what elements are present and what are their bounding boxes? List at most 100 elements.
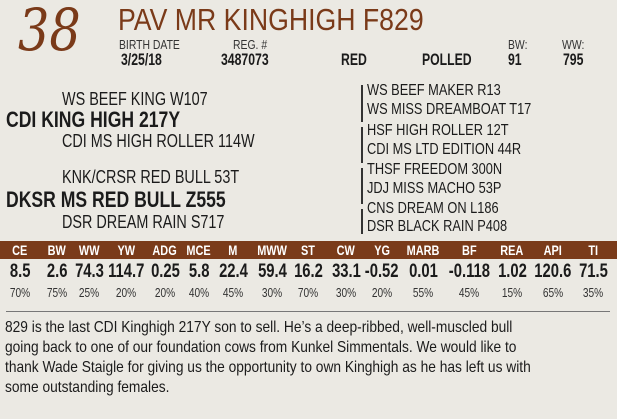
epd-value: 74.3 [59, 261, 119, 283]
great-grandparent: HSF HIGH ROLLER 12T [367, 122, 509, 139]
epd-percentile-text: 70% [297, 285, 319, 300]
pedigree-bracket [361, 168, 363, 204]
description-line: going back to one of our foundation cows… [5, 339, 517, 356]
weaning-weight: 795 [563, 50, 584, 69]
epd-percentile: 45% [203, 285, 263, 300]
epd-percentile-text: 45% [458, 285, 480, 300]
pedigree-bracket [361, 209, 363, 234]
epd-percentile: 40% [169, 285, 229, 300]
epd-value: 0.25 [135, 261, 195, 283]
epd-header: M [203, 242, 263, 258]
great-grandparent: DSR BLACK RAIN P408 [367, 218, 508, 235]
dam: DKSR MS RED BULL Z555 [6, 187, 226, 212]
lot-number: 38 [18, 0, 81, 64]
great-grandparent: WS MISS DREAMBOAT T17 [367, 101, 532, 118]
reg-label: REG. # [233, 37, 268, 52]
epd-value-text: 0.25 [150, 261, 180, 282]
epd-value: 2.6 [27, 261, 87, 283]
epd-percentile: 20% [96, 285, 156, 300]
epd-value-text: 114.7 [107, 261, 145, 282]
epd-header: REA [482, 242, 542, 258]
epd-percentile-text: 75% [46, 285, 68, 300]
description-line: thank Wade Staigle for giving us the opp… [5, 359, 531, 376]
horn-status: POLLED [422, 50, 472, 69]
epd-percentile: 30% [316, 285, 376, 300]
epd-percentile: 70% [0, 285, 50, 300]
epd-header-text: M [228, 242, 238, 258]
epd-value: 0.01 [393, 261, 453, 283]
epd-header: BF [439, 242, 499, 258]
great-grandparent: CNS DREAM ON L186 [367, 200, 499, 217]
animal-name: PAV MR KINGHIGH F829 [118, 2, 424, 37]
epd-header-text: ADG [152, 242, 178, 258]
epd-value: 59.4 [242, 261, 302, 283]
sire-sire: WS BEEF KING W107 [62, 89, 208, 109]
pedigree-bracket [361, 85, 363, 122]
epd-value-text: 5.8 [188, 261, 210, 282]
epd-value: 1.02 [482, 261, 542, 283]
epd-percentile: 20% [352, 285, 412, 300]
birth-date: 3/25/18 [121, 50, 162, 69]
epd-value-text: 120.6 [534, 261, 572, 282]
epd-header-text: ST [301, 242, 315, 258]
epd-header-text: BW [47, 242, 67, 258]
epd-header: ST [278, 242, 338, 258]
epd-header-text: MARB [406, 242, 440, 258]
ww-label: WW: [562, 37, 585, 52]
epd-value: 5.8 [169, 261, 229, 283]
epd-percentile-text: 70% [9, 285, 31, 300]
epd-percentile-text: 30% [335, 285, 357, 300]
epd-percentile: 65% [523, 285, 583, 300]
epd-value-text: 59.4 [257, 261, 287, 282]
epd-percentile: 70% [278, 285, 338, 300]
description-line: 829 is the last CDI Kinghigh 217Y son to… [5, 319, 513, 336]
epd-percentile-text: 15% [501, 285, 523, 300]
epd-value-text: 16.2 [293, 261, 323, 282]
dam-dam: DSR DREAM RAIN S717 [62, 212, 225, 232]
sire: CDI KING HIGH 217Y [6, 107, 181, 132]
birth-weight: 91 [508, 50, 522, 69]
color: RED [341, 50, 367, 69]
epd-percentile-text: 20% [154, 285, 176, 300]
epd-value-text: 71.5 [578, 261, 608, 282]
birth-date-label: BIRTH DATE [119, 37, 180, 52]
great-grandparent: JDJ MISS MACHO 53P [367, 180, 502, 197]
epd-header-text: CW [336, 242, 356, 258]
epd-value: -0.52 [352, 261, 412, 283]
epd-value: 114.7 [96, 261, 156, 283]
epd-header-text: TI [588, 242, 598, 258]
epd-header: YG [352, 242, 412, 258]
great-grandparent: THSF FREEDOM 300N [367, 161, 503, 178]
epd-value-text: -0.118 [448, 261, 490, 282]
great-grandparent: CDI MS LTD EDITION 44R [367, 141, 522, 158]
epd-percentile: 30% [242, 285, 302, 300]
epd-value: 33.1 [316, 261, 376, 283]
epd-header-text: REA [500, 242, 524, 258]
epd-percentile-text: 25% [78, 285, 100, 300]
epd-header: CW [316, 242, 376, 258]
bw-label: BW: [508, 37, 528, 52]
epd-percentile-text: 20% [115, 285, 137, 300]
epd-percentile-text: 30% [261, 285, 283, 300]
sire-dam: CDI MS HIGH ROLLER 114W [62, 131, 255, 151]
epd-header: BW [27, 242, 87, 258]
epd-header: YW [96, 242, 156, 258]
epd-header-text: YG [374, 242, 390, 258]
epd-header-bar [0, 241, 617, 259]
epd-value-text: 1.02 [497, 261, 527, 282]
epd-value-text: 2.6 [46, 261, 68, 282]
epd-percentile: 20% [135, 285, 195, 300]
epd-header-text: WW [78, 242, 100, 258]
epd-percentile: 55% [393, 285, 453, 300]
epd-header-text: MWW [257, 242, 287, 258]
epd-header: WW [59, 242, 119, 258]
epd-header: MCE [169, 242, 229, 258]
epd-header: MWW [242, 242, 302, 258]
epd-header: TI [563, 242, 617, 258]
epd-value: 120.6 [523, 261, 583, 283]
epd-value: -0.118 [439, 261, 499, 283]
epd-value: 71.5 [563, 261, 617, 283]
epd-header-text: API [543, 242, 563, 258]
epd-percentile-text: 45% [222, 285, 244, 300]
epd-value-text: 33.1 [331, 261, 361, 282]
